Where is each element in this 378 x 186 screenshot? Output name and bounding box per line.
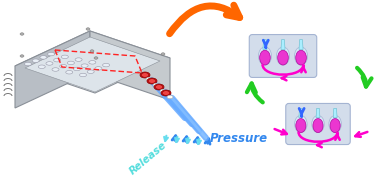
Ellipse shape xyxy=(259,47,271,65)
Ellipse shape xyxy=(60,65,67,68)
Ellipse shape xyxy=(276,47,290,65)
Ellipse shape xyxy=(161,53,165,55)
Ellipse shape xyxy=(154,84,164,90)
Ellipse shape xyxy=(79,73,87,77)
Ellipse shape xyxy=(149,79,155,83)
Polygon shape xyxy=(333,108,337,118)
Ellipse shape xyxy=(296,118,306,133)
Ellipse shape xyxy=(20,33,24,35)
Ellipse shape xyxy=(66,70,73,74)
Ellipse shape xyxy=(46,62,53,65)
Polygon shape xyxy=(90,31,170,100)
Ellipse shape xyxy=(278,50,288,65)
FancyBboxPatch shape xyxy=(249,35,317,77)
Ellipse shape xyxy=(75,58,82,61)
FancyArrowPatch shape xyxy=(170,5,240,34)
Ellipse shape xyxy=(90,50,94,52)
Ellipse shape xyxy=(163,91,169,95)
Text: Release: Release xyxy=(127,140,169,176)
Ellipse shape xyxy=(329,116,341,133)
Ellipse shape xyxy=(313,118,323,133)
Ellipse shape xyxy=(32,59,39,62)
Ellipse shape xyxy=(61,55,68,59)
Ellipse shape xyxy=(161,90,171,96)
Ellipse shape xyxy=(294,47,308,65)
Ellipse shape xyxy=(89,61,96,64)
FancyBboxPatch shape xyxy=(286,103,350,145)
Text: Pressure: Pressure xyxy=(210,132,268,145)
Polygon shape xyxy=(263,40,267,49)
Ellipse shape xyxy=(312,116,324,133)
Ellipse shape xyxy=(81,64,88,67)
Ellipse shape xyxy=(102,63,110,67)
Ellipse shape xyxy=(95,67,102,70)
Ellipse shape xyxy=(86,28,90,30)
Ellipse shape xyxy=(147,78,157,84)
Polygon shape xyxy=(299,40,303,49)
Ellipse shape xyxy=(25,62,31,66)
Ellipse shape xyxy=(87,70,94,73)
Polygon shape xyxy=(299,108,303,118)
Ellipse shape xyxy=(140,72,150,78)
Ellipse shape xyxy=(40,56,47,59)
FancyArrowPatch shape xyxy=(357,68,372,87)
Ellipse shape xyxy=(296,50,307,65)
Ellipse shape xyxy=(73,67,81,71)
Ellipse shape xyxy=(167,95,173,99)
Ellipse shape xyxy=(146,77,152,81)
FancyArrowPatch shape xyxy=(247,84,263,102)
Ellipse shape xyxy=(54,58,60,62)
Polygon shape xyxy=(316,108,320,118)
Ellipse shape xyxy=(141,73,149,77)
Ellipse shape xyxy=(94,57,98,59)
Ellipse shape xyxy=(52,68,59,71)
Ellipse shape xyxy=(20,55,24,57)
Polygon shape xyxy=(15,31,170,93)
Ellipse shape xyxy=(38,65,45,68)
Ellipse shape xyxy=(67,61,74,65)
Ellipse shape xyxy=(155,85,163,89)
Polygon shape xyxy=(281,40,285,49)
Ellipse shape xyxy=(294,116,307,133)
Ellipse shape xyxy=(330,118,340,133)
Ellipse shape xyxy=(160,89,166,93)
Ellipse shape xyxy=(260,50,270,65)
Ellipse shape xyxy=(153,83,159,87)
Ellipse shape xyxy=(48,52,54,56)
Polygon shape xyxy=(15,31,90,108)
Polygon shape xyxy=(25,37,160,92)
